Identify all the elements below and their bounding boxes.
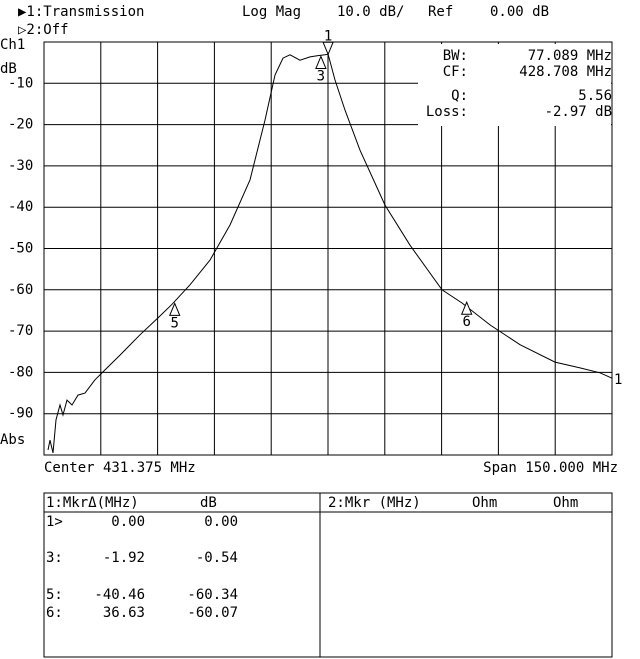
y-tick-label: -10	[8, 75, 33, 91]
marker-label: 5	[171, 315, 179, 331]
y-tick-label: -30	[8, 158, 33, 174]
y-tick-label: -40	[8, 199, 33, 215]
table-cell: 6:	[46, 605, 63, 621]
table-cell: 36.63	[103, 605, 145, 621]
table-cell: -0.54	[196, 550, 238, 566]
left-table-header: dB	[200, 495, 217, 511]
right-table-header: Ohm	[553, 495, 578, 511]
info-label: BW:	[443, 48, 468, 64]
marker	[168, 302, 181, 316]
scale-label: 10.0 dB/	[337, 4, 404, 20]
table-cell: -40.46	[94, 587, 145, 603]
marker-label: 6	[462, 314, 470, 330]
info-label: Q:	[451, 88, 468, 104]
y-tick-label: -90	[8, 406, 33, 422]
right-table-header: 2:Mkr (MHz)	[328, 495, 421, 511]
table-cell: 0.00	[204, 514, 238, 530]
channel-label: Ch1	[0, 37, 25, 53]
info-value: 428.708 MHz	[519, 64, 612, 80]
right-table-header: Ohm	[472, 495, 497, 511]
ref-value: 0.00 dB	[490, 4, 549, 20]
ref-label: Ref	[428, 4, 453, 20]
trace-end-label: 1	[614, 372, 622, 388]
table-cell: 0.00	[111, 514, 145, 530]
trace	[47, 53, 613, 454]
y-tick-label: -50	[8, 241, 33, 257]
left-table-header: 1:MkrΔ(MHz)	[46, 495, 139, 511]
marker	[315, 55, 327, 69]
y-tick-label: -20	[8, 117, 33, 133]
center-label: Center 431.375 MHz	[44, 460, 196, 476]
table-cell: 5:	[46, 587, 63, 603]
info-box	[418, 44, 611, 126]
table-cell: -1.92	[103, 550, 145, 566]
table-cell: -60.07	[187, 605, 238, 621]
channel1-label: ▶1:Transmission	[18, 4, 144, 20]
info-value: 5.56	[578, 88, 612, 104]
info-label: Loss:	[426, 104, 468, 120]
table-cell: -60.34	[187, 587, 238, 603]
info-value: 77.089 MHz	[528, 48, 612, 64]
info-label: CF:	[443, 64, 468, 80]
table-cell: 1>	[46, 514, 63, 530]
table-cell: 3:	[46, 550, 63, 566]
marker-label: 3	[317, 68, 325, 84]
span-label: Span 150.000 MHz	[483, 460, 618, 476]
marker	[460, 300, 473, 315]
marker-label: 1	[324, 28, 332, 44]
y-tick-label: -60	[8, 282, 33, 298]
channel2-label: ▷2:Off	[18, 22, 69, 38]
marker-table-frame	[43, 492, 613, 658]
info-value: -2.97 dB	[545, 104, 612, 120]
marker	[322, 41, 334, 56]
y-tick-label: -80	[8, 364, 33, 380]
abs-label: Abs	[0, 432, 25, 448]
y-tick-label: -70	[8, 323, 33, 339]
unit-label: dB	[0, 61, 17, 77]
format-label: Log Mag	[242, 4, 301, 20]
